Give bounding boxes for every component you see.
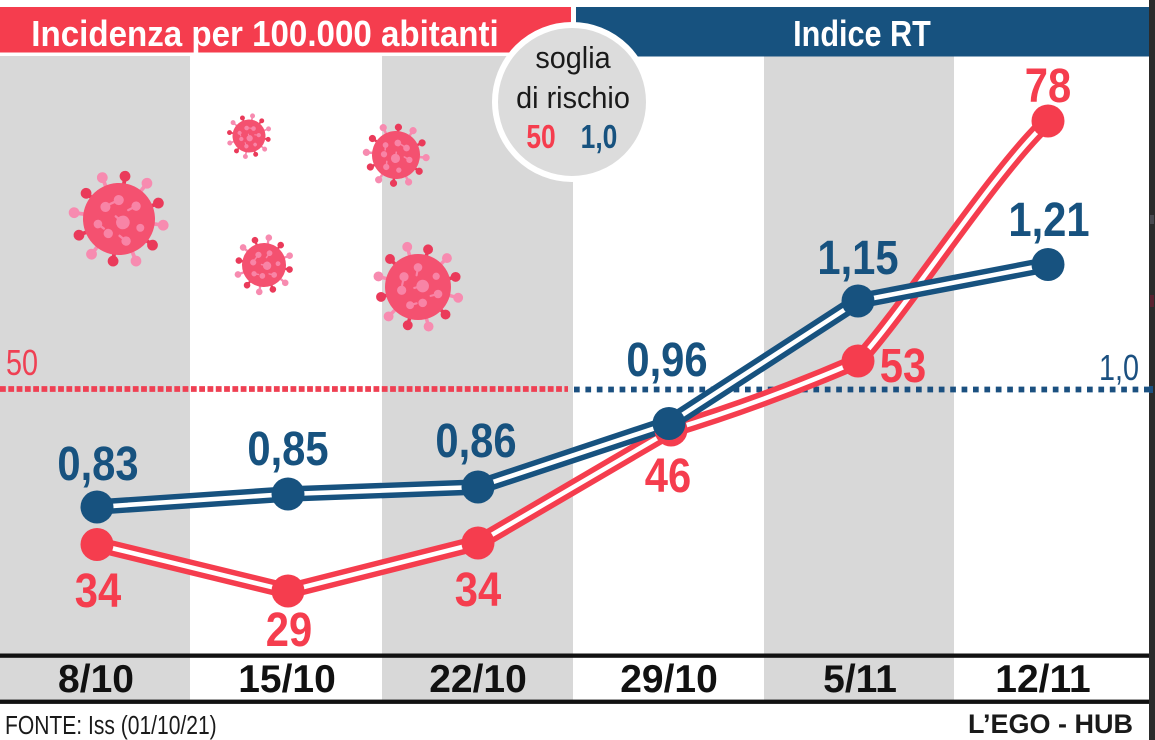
svg-text:53: 53 [880,338,926,392]
svg-text:Indice RT: Indice RT [793,15,931,55]
svg-text:15/10: 15/10 [238,658,336,701]
svg-text:50: 50 [526,119,555,155]
svg-text:di rischio: di rischio [516,81,630,115]
svg-text:1,15: 1,15 [817,230,898,284]
svg-text:0,96: 0,96 [626,332,707,386]
svg-text:soglia: soglia [535,41,611,75]
svg-text:34: 34 [455,562,501,616]
svg-text:FONTE: Iss (01/10/21): FONTE: Iss (01/10/21) [5,712,217,740]
svg-text:5/11: 5/11 [823,658,897,701]
svg-text:78: 78 [1025,58,1071,112]
svg-text:29/10: 29/10 [620,658,718,701]
svg-text:0,85: 0,85 [247,421,328,475]
svg-text:12/11: 12/11 [995,658,1090,701]
svg-text:0,86: 0,86 [435,413,516,467]
svg-text:8/10: 8/10 [58,658,134,701]
svg-text:22/10: 22/10 [429,658,527,701]
svg-text:29: 29 [266,602,312,656]
svg-text:46: 46 [645,448,691,502]
svg-text:L’EGO - HUB: L’EGO - HUB [968,709,1133,739]
svg-text:34: 34 [75,563,121,617]
svg-text:1,0: 1,0 [581,119,618,155]
svg-text:Incidenza per 100.000 abitant: Incidenza per 100.000 abitanti [31,15,498,55]
svg-text:1,0: 1,0 [1099,347,1139,388]
svg-text:50: 50 [6,342,38,383]
svg-text:1,21: 1,21 [1008,192,1089,246]
svg-text:0,83: 0,83 [57,436,138,490]
